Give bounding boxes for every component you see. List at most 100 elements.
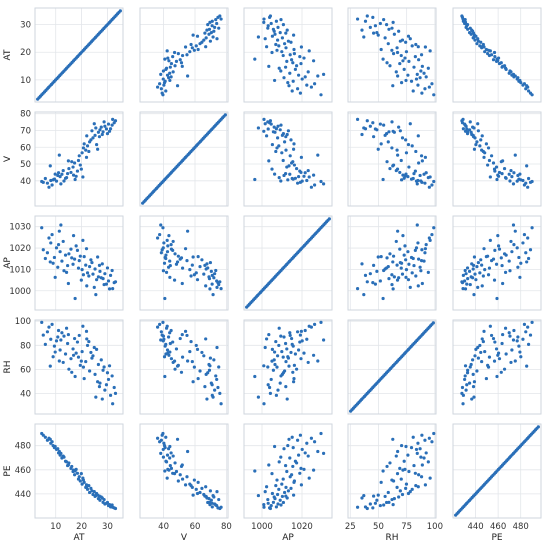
data-point bbox=[76, 266, 81, 270]
data-point bbox=[368, 124, 372, 128]
data-point bbox=[368, 25, 372, 29]
data-point bbox=[75, 471, 80, 475]
data-point bbox=[158, 322, 162, 326]
data-point bbox=[476, 285, 480, 289]
data-point bbox=[419, 455, 423, 459]
data-point bbox=[488, 175, 492, 179]
data-point bbox=[460, 385, 465, 390]
data-point bbox=[96, 275, 101, 279]
data-point bbox=[305, 83, 309, 87]
data-point bbox=[167, 335, 171, 339]
data-point bbox=[43, 342, 47, 346]
x-tick-label: 80 bbox=[221, 522, 232, 532]
data-point bbox=[471, 358, 475, 362]
data-point bbox=[85, 343, 90, 348]
data-point bbox=[279, 334, 283, 338]
data-point bbox=[188, 50, 192, 54]
data-point bbox=[291, 160, 295, 164]
data-point bbox=[212, 29, 216, 33]
data-point bbox=[379, 47, 383, 52]
data-point bbox=[313, 322, 317, 326]
data-point bbox=[500, 341, 504, 346]
data-point bbox=[202, 38, 206, 42]
panel-frame bbox=[347, 319, 437, 415]
data-point bbox=[174, 59, 179, 63]
data-point bbox=[94, 395, 98, 399]
data-point bbox=[414, 246, 419, 250]
data-point bbox=[53, 444, 57, 449]
data-point bbox=[376, 33, 380, 37]
data-point bbox=[277, 176, 281, 180]
data-point bbox=[420, 159, 424, 163]
data-point bbox=[161, 77, 165, 81]
data-point bbox=[79, 167, 83, 171]
data-point bbox=[273, 32, 277, 36]
data-point bbox=[292, 363, 296, 367]
data-point bbox=[76, 355, 81, 359]
data-point bbox=[66, 281, 70, 286]
data-point bbox=[316, 153, 320, 157]
data-point bbox=[473, 272, 477, 276]
data-point bbox=[525, 84, 529, 88]
data-point bbox=[49, 337, 53, 341]
data-point bbox=[207, 368, 212, 372]
data-point bbox=[100, 132, 104, 137]
data-point bbox=[74, 244, 78, 248]
data-point bbox=[185, 475, 189, 479]
panel-AP-vs-PE bbox=[452, 215, 542, 311]
data-point bbox=[412, 65, 416, 69]
data-point bbox=[60, 259, 64, 263]
data-point bbox=[278, 381, 282, 385]
data-point bbox=[302, 56, 306, 60]
data-point bbox=[385, 61, 389, 65]
data-point bbox=[526, 89, 531, 93]
data-point bbox=[486, 273, 491, 277]
data-point bbox=[395, 50, 400, 55]
data-point bbox=[419, 475, 424, 479]
data-point bbox=[479, 350, 483, 355]
x-axis-label: AT bbox=[74, 533, 85, 543]
data-point bbox=[432, 226, 436, 230]
data-point bbox=[168, 350, 172, 354]
data-point bbox=[275, 478, 279, 482]
data-point bbox=[460, 391, 464, 395]
data-point bbox=[178, 58, 182, 62]
data-point bbox=[175, 437, 180, 441]
data-point bbox=[524, 330, 528, 334]
data-point bbox=[509, 360, 513, 365]
data-point bbox=[179, 370, 184, 374]
data-point bbox=[205, 397, 209, 401]
data-point bbox=[211, 493, 215, 498]
data-point bbox=[81, 146, 85, 150]
data-point bbox=[200, 40, 204, 44]
data-point bbox=[56, 243, 61, 247]
data-point bbox=[286, 356, 290, 360]
data-point bbox=[210, 282, 214, 286]
data-point bbox=[94, 126, 98, 130]
data-point bbox=[390, 26, 394, 30]
data-point bbox=[499, 61, 503, 65]
data-point bbox=[463, 129, 468, 133]
data-point bbox=[410, 144, 414, 148]
data-point bbox=[282, 335, 286, 339]
data-point bbox=[525, 260, 529, 264]
panel-frame bbox=[243, 7, 333, 103]
data-point bbox=[384, 22, 389, 27]
data-point bbox=[463, 377, 467, 382]
data-point bbox=[207, 27, 212, 31]
data-point bbox=[62, 334, 66, 338]
y-tick-label: 80 bbox=[20, 110, 31, 120]
data-point bbox=[96, 362, 101, 367]
data-point bbox=[360, 496, 364, 500]
data-point bbox=[188, 349, 192, 354]
data-point bbox=[256, 395, 260, 399]
panel-background bbox=[244, 112, 332, 206]
data-point bbox=[513, 153, 517, 157]
data-point bbox=[465, 371, 470, 375]
data-point bbox=[478, 343, 482, 348]
data-point bbox=[271, 368, 275, 372]
data-point bbox=[108, 393, 113, 397]
data-point bbox=[203, 31, 207, 35]
data-point bbox=[495, 296, 499, 301]
data-point bbox=[85, 284, 89, 288]
